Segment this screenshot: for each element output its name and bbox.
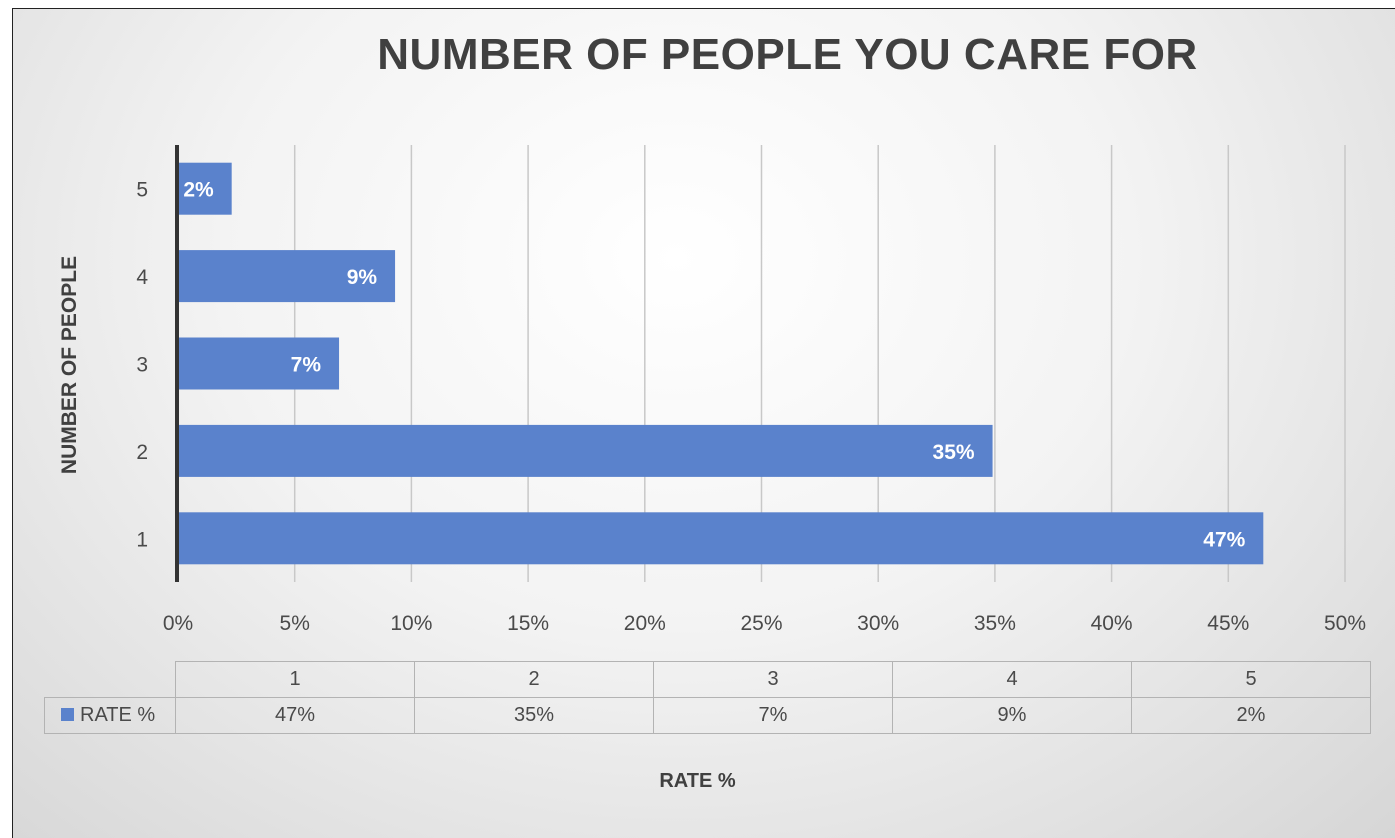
chart-title: NUMBER OF PEOPLE YOU CARE FOR (377, 30, 1198, 79)
x-tick-label: 20% (624, 612, 666, 635)
data-table-header-cell: 4 (892, 661, 1132, 698)
bar (178, 162, 232, 215)
y-tick-label: 5 (136, 179, 148, 202)
bar (178, 424, 993, 477)
legend-key-swatch (61, 708, 74, 722)
x-tick-label: 30% (857, 612, 899, 635)
data-table-header-cell: 2 (414, 661, 654, 698)
x-tick-label: 35% (974, 612, 1016, 635)
data-table-value-cell: 2% (1131, 697, 1371, 734)
x-tick-label: 40% (1091, 612, 1133, 635)
y-tick-label: 4 (136, 266, 148, 289)
x-tick-label: 10% (390, 612, 432, 635)
bar (178, 337, 340, 390)
bar (178, 512, 1264, 565)
bar-data-label: 47% (1203, 528, 1245, 551)
data-table-series-cell: RATE % (44, 697, 176, 734)
x-tick-label: 45% (1207, 612, 1249, 635)
data-table-header-cell: 1 (175, 661, 415, 698)
data-table-value-cell: 9% (892, 697, 1132, 734)
bar-data-label: 7% (291, 354, 322, 377)
bar-data-label: 9% (347, 266, 378, 289)
bar-data-label: 2% (183, 179, 214, 202)
data-table-value-row: RATE % 47% 35% 7% 9% 2% (44, 697, 1371, 734)
data-table-value-cell: 7% (653, 697, 893, 734)
y-tick-label: 1 (136, 528, 148, 551)
data-table-corner (44, 661, 176, 698)
x-tick-label: 0% (163, 612, 193, 635)
data-table-header-cell: 5 (1131, 661, 1371, 698)
y-tick-label: 3 (136, 354, 148, 377)
x-tick-label: 15% (507, 612, 549, 635)
bar-data-label: 35% (933, 441, 975, 464)
x-tick-label: 25% (740, 612, 782, 635)
x-tick-label: 5% (280, 612, 310, 635)
data-table-header-cell: 3 (653, 661, 893, 698)
x-axis-title: RATE % (659, 770, 736, 792)
data-table: 1 2 3 4 5 RATE % 47% 35% 7% 9% 2% (44, 661, 1371, 734)
data-table-value-cell: 35% (414, 697, 654, 734)
data-table-value-cell: 47% (175, 697, 415, 734)
bar (178, 250, 396, 303)
data-table-header-row: 1 2 3 4 5 (44, 661, 1371, 698)
data-table-series-label: RATE % (80, 704, 156, 726)
y-tick-label: 2 (136, 441, 148, 464)
x-tick-label: 50% (1324, 612, 1366, 635)
